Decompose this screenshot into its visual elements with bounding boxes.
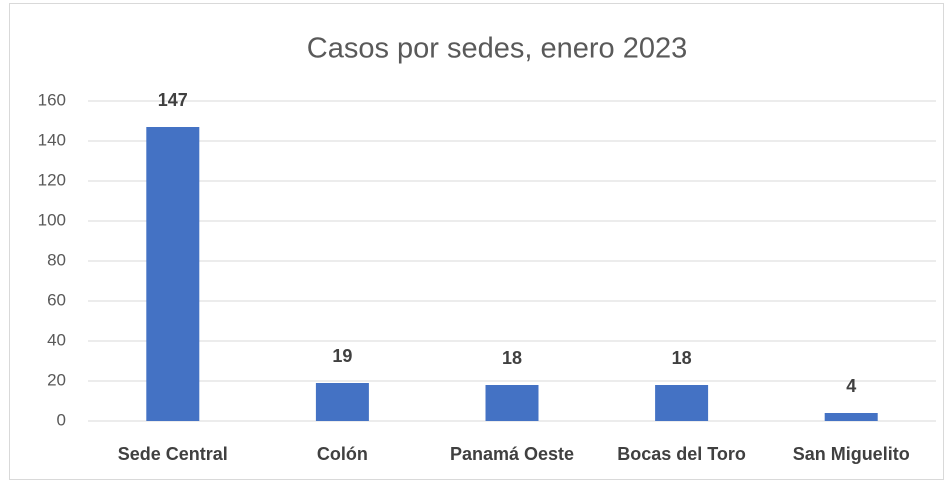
x-tick-label: Panamá Oeste: [450, 444, 574, 464]
y-tick-label: 100: [38, 210, 66, 229]
y-tick-label: 80: [47, 250, 66, 269]
bar: [146, 127, 200, 421]
x-tick-label: Sede Central: [118, 444, 228, 464]
y-tick-label: 40: [47, 330, 66, 349]
y-tick-label: 160: [38, 90, 66, 109]
chart-title: Casos por sedes, enero 2023: [307, 33, 687, 65]
bar: [485, 385, 539, 421]
y-tick-label: 20: [47, 370, 66, 389]
x-tick-label: San Miguelito: [793, 444, 910, 464]
y-tick-label: 0: [57, 410, 66, 429]
bar: [824, 413, 878, 421]
x-tick-label: Bocas del Toro: [617, 444, 746, 464]
data-label: 18: [502, 348, 522, 368]
x-tick-label: Colón: [317, 444, 368, 464]
data-label: 19: [332, 346, 352, 366]
y-tick-label: 120: [38, 170, 66, 189]
bar: [655, 385, 709, 421]
bar: [315, 383, 369, 421]
data-label: 4: [846, 376, 856, 396]
y-tick-label: 60: [47, 290, 66, 309]
data-label: 147: [158, 90, 188, 110]
data-label: 18: [672, 348, 692, 368]
y-tick-label: 140: [38, 130, 66, 149]
